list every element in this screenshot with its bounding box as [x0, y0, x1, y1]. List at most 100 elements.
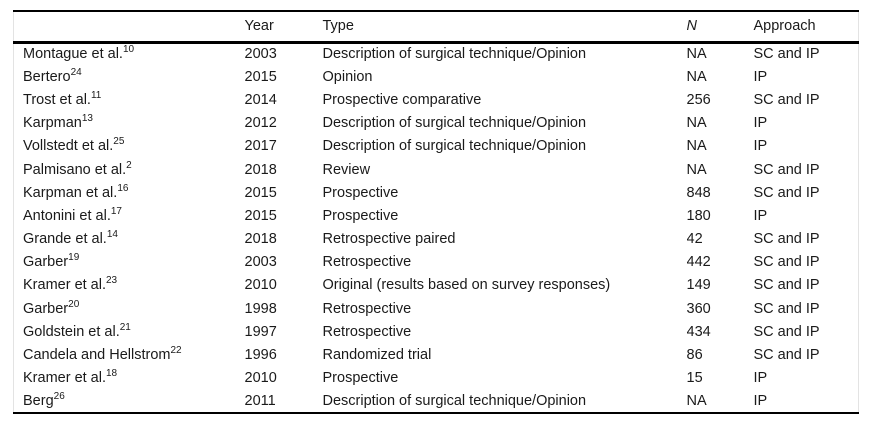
reference-superscript: 17 — [110, 206, 122, 218]
n-cell: 256 — [686, 91, 711, 108]
year-cell: 2010 — [244, 370, 277, 387]
n-cell: 442 — [686, 254, 711, 271]
reference-superscript: 10 — [122, 44, 135, 56]
type-cell: Prospective comparative — [322, 91, 482, 108]
year-cell: 2003 — [244, 254, 277, 271]
author-cell: Garber19 — [14, 251, 245, 274]
year-cell: 1996 — [244, 347, 277, 364]
approach-cell: IP — [753, 392, 768, 409]
author-cell: Palmisano et al.2 — [14, 158, 245, 181]
approach-cell: SC and IP — [753, 277, 820, 294]
year-cell: 2010 — [244, 277, 277, 294]
table-row: Kramer et al.18 2010 Prospective 15 IP — [14, 367, 859, 390]
table-row: Grande et al.14 2018 Retrospective paired 4… — [14, 228, 859, 251]
type-cell: Randomized trial — [322, 347, 432, 364]
table-row: Karpman et al.16 2015 Prospective 848 SC and… — [14, 181, 859, 204]
author-cell: Grande et al.14 — [14, 228, 245, 251]
approach-cell: SC and IP — [753, 46, 820, 63]
reference-superscript: 19 — [68, 252, 80, 264]
author-cell: Kramer et al.23 — [14, 274, 245, 297]
author-cell: Bertero24 — [14, 65, 245, 88]
col-header-year: Year — [244, 18, 274, 35]
table-row: Antonini et al.17 2015 Prospective 180 IP — [14, 204, 859, 227]
author-cell: Goldstein et al.21 — [14, 320, 245, 343]
approach-cell: SC and IP — [753, 347, 820, 364]
year-cell: 2018 — [244, 231, 277, 248]
reference-superscript: 11 — [90, 90, 102, 102]
year-cell: 2003 — [244, 46, 277, 63]
author-name: Berg — [23, 392, 54, 409]
type-cell: Prospective — [322, 184, 399, 201]
reference-superscript: 22 — [170, 345, 182, 357]
author-cell: Garber20 — [14, 297, 245, 320]
author-cell: Karpman et al.16 — [14, 181, 245, 204]
studies-table: Year Type N Approach Montague et al.10 20… — [13, 10, 859, 414]
reference-superscript: 26 — [53, 391, 65, 403]
author-name: Karpman — [23, 115, 82, 132]
n-cell: NA — [686, 161, 707, 178]
reference-superscript: 23 — [106, 275, 118, 287]
approach-cell: SC and IP — [753, 184, 820, 201]
table-row: Kramer et al.23 2010 Original (results bas… — [14, 274, 859, 297]
author-name: Bertero — [23, 68, 71, 85]
n-cell: 848 — [686, 184, 711, 201]
reference-superscript: 18 — [106, 368, 118, 380]
author-name: Grande et al. — [23, 231, 107, 248]
n-cell: 42 — [686, 231, 703, 248]
table-row: Bertero24 2015 Opinion NA IP — [14, 65, 859, 88]
author-name: Antonini et al. — [23, 207, 111, 224]
author-name: Karpman et al. — [23, 184, 118, 201]
author-name: Garber — [23, 300, 69, 317]
author-name: Palmisano et al. — [23, 161, 127, 178]
table-row: Berg26 2011 Description of surgical techni… — [14, 390, 859, 413]
approach-cell: SC and IP — [753, 231, 820, 248]
author-name: Kramer et al. — [23, 370, 106, 387]
studies-table-container: Year Type N Approach Montague et al.10 20… — [13, 10, 859, 414]
type-cell: Retrospective — [322, 323, 412, 340]
table-row: Garber19 2003 Retrospective 442 SC and IP — [14, 251, 859, 274]
type-cell: Description of surgical technique/Opinio… — [322, 115, 587, 132]
n-cell: 434 — [686, 323, 711, 340]
n-cell: 360 — [686, 300, 711, 317]
table-row: Palmisano et al.2 2018 Review NA SC and IP — [14, 158, 859, 181]
type-cell: Review — [322, 161, 371, 178]
approach-cell: IP — [753, 68, 768, 85]
author-name: Vollstedt et al. — [23, 138, 114, 155]
author-cell: Montague et al.10 — [14, 42, 245, 65]
reference-superscript: 20 — [68, 298, 80, 310]
approach-cell: IP — [753, 370, 768, 387]
approach-cell: IP — [753, 207, 768, 224]
author-cell: Kramer et al.18 — [14, 367, 245, 390]
reference-superscript: 16 — [117, 182, 129, 194]
author-name: Montague et al. — [23, 46, 123, 63]
approach-cell: IP — [753, 138, 768, 155]
table-row: Candela and Hellstrom22 1996 Randomized tr… — [14, 343, 859, 366]
author-cell: Berg26 — [14, 390, 245, 413]
type-cell: Prospective — [322, 370, 399, 387]
type-cell: Description of surgical technique/Opinio… — [322, 392, 587, 409]
col-header-type: Type — [322, 18, 354, 35]
author-name: Garber — [23, 254, 69, 271]
author-name: Goldstein et al. — [23, 323, 120, 340]
reference-superscript: 13 — [81, 113, 93, 125]
reference-superscript: 25 — [113, 136, 125, 148]
type-cell: Original (results based on survey respon… — [322, 277, 611, 294]
col-header-approach: Approach — [753, 18, 816, 35]
year-cell: 1998 — [244, 300, 277, 317]
year-cell: 1997 — [244, 323, 277, 340]
table-row: Trost et al.11 2014 Prospective comparativ… — [14, 88, 859, 111]
year-cell: 2015 — [244, 68, 277, 85]
author-cell: Vollstedt et al.25 — [14, 135, 245, 158]
n-cell: 149 — [686, 277, 711, 294]
n-cell: 86 — [686, 347, 703, 364]
n-cell: NA — [686, 392, 707, 409]
type-cell: Description of surgical technique/Opinio… — [322, 46, 587, 63]
year-cell: 2018 — [244, 161, 277, 178]
header-row: Year Type N Approach — [13, 11, 859, 42]
author-name: Kramer et al. — [23, 277, 106, 294]
author-cell: Karpman13 — [14, 112, 245, 135]
n-cell: 180 — [686, 207, 711, 224]
year-cell: 2012 — [244, 115, 277, 132]
type-cell: Retrospective — [322, 300, 412, 317]
type-cell: Retrospective — [322, 254, 412, 271]
